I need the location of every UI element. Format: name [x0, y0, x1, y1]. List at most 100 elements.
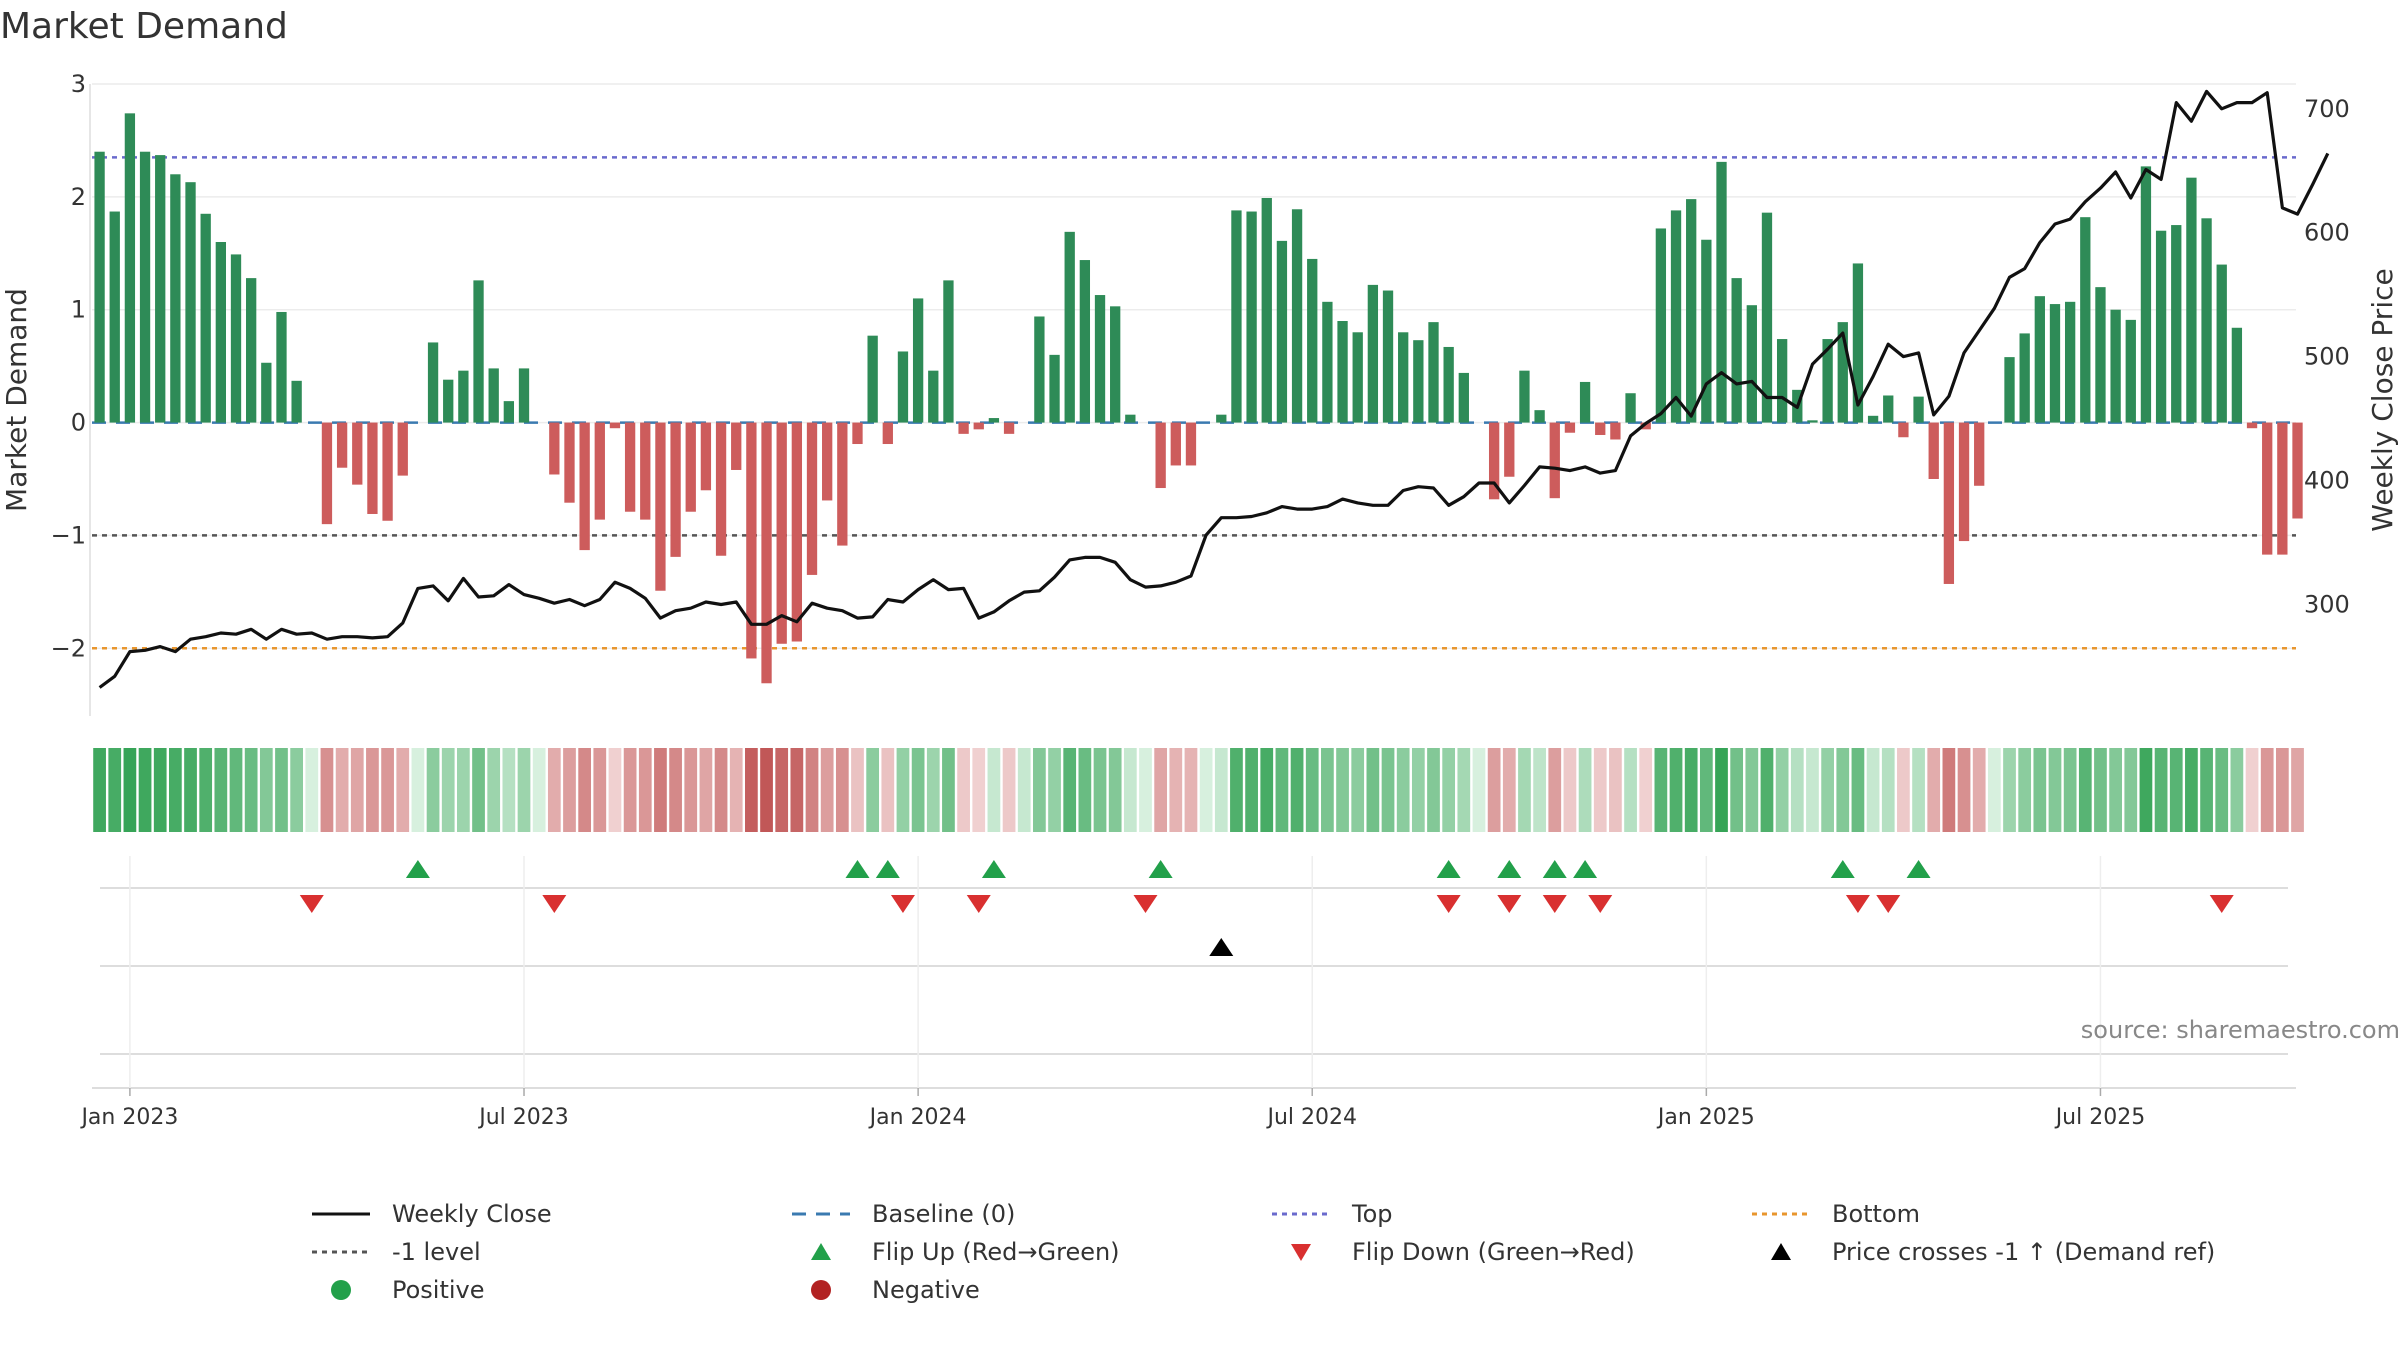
- flip-up-marker: [1436, 860, 1461, 878]
- demand-bar: [2064, 301, 2076, 423]
- demand-bar: [2019, 333, 2030, 423]
- demand-bar: [352, 422, 363, 485]
- demand-bar: [761, 422, 772, 684]
- heat-strip-cell: [563, 748, 576, 832]
- demand-bar: [1110, 306, 1121, 423]
- heat-strip-cell: [2063, 748, 2077, 832]
- triangle-down-icon: [1291, 1244, 1311, 1261]
- heat-strip-cell: [457, 748, 470, 832]
- demand-bar: [1701, 239, 1712, 423]
- demand-bar: [1261, 197, 1272, 423]
- heat-strip-cell: [593, 748, 607, 832]
- heat-strip-cell: [138, 748, 152, 832]
- heat-strip-cell: [835, 748, 849, 832]
- heat-strip-cell: [184, 748, 197, 832]
- demand-bar: [579, 422, 590, 551]
- heat-strip-cell: [1942, 748, 1956, 832]
- demand-bar: [867, 335, 878, 423]
- heat-strip-cell: [1366, 748, 1380, 832]
- heat-strip-cell: [411, 748, 425, 832]
- demand-bar: [427, 342, 439, 423]
- demand-bar: [2095, 287, 2106, 423]
- heat-strip-cell: [1957, 748, 1971, 832]
- x-tick-label: Jan 2023: [79, 1105, 178, 1130]
- heat-strip-cell: [1169, 748, 1183, 832]
- heat-strip-cell: [1897, 748, 1910, 832]
- heat-strip-cell: [2185, 748, 2198, 832]
- demand-bar: [2049, 304, 2061, 423]
- demand-bar: [1003, 422, 1015, 434]
- y-tick-label: 2: [71, 183, 86, 211]
- x-tick-label: Jul 2025: [2054, 1105, 2146, 1130]
- legend-label: Positive: [392, 1276, 485, 1304]
- demand-bar: [1231, 210, 1242, 423]
- legend-label: Flip Up (Red→Green): [872, 1238, 1120, 1266]
- demand-bar: [2034, 296, 2045, 423]
- demand-bar: [670, 422, 681, 557]
- circle-icon: [331, 1280, 351, 1300]
- heat-strip-cell: [1108, 748, 1122, 832]
- heat-strip-cell: [1851, 748, 1865, 832]
- heat-strip-cell: [1260, 748, 1274, 832]
- demand-bar: [1413, 340, 1424, 423]
- flip-down-marker: [1876, 895, 1901, 913]
- heat-strip-cell: [2018, 748, 2032, 832]
- heat-strip-cell: [1245, 748, 1258, 832]
- heat-strip-cell: [1305, 748, 1319, 832]
- chart-title: Market Demand: [0, 6, 288, 47]
- demand-bar: [2140, 166, 2152, 423]
- demand-bar: [397, 422, 408, 476]
- heat-strip-cell: [1972, 748, 1986, 832]
- demand-bar: [1352, 332, 1363, 423]
- heat-strip-cell: [638, 748, 652, 832]
- demand-bar: [2155, 230, 2167, 423]
- legend-baseline: Baseline (0): [790, 1200, 1015, 1228]
- heat-strip-cell: [93, 748, 106, 832]
- legend-price-cross: Price crosses -1 ↑ (Demand ref): [1750, 1238, 2215, 1266]
- heat-strip-cell: [1518, 748, 1531, 832]
- demand-bar: [1655, 228, 1667, 423]
- demand-bar: [837, 422, 848, 546]
- y-axis-label: Market Demand: [0, 288, 33, 512]
- heat-strip-cell: [745, 748, 758, 832]
- heat-strip-cell: [1730, 748, 1744, 832]
- heat-strip-cell: [1745, 748, 1759, 832]
- demand-bar: [2110, 309, 2121, 423]
- demand-bar: [928, 370, 939, 423]
- heat-strip-cell: [1881, 748, 1895, 832]
- heat-strip-cell: [1715, 748, 1728, 832]
- heat-strip-cell: [2291, 748, 2304, 832]
- heat-strip-cell: [290, 748, 304, 832]
- heat-strip-cell: [1699, 748, 1713, 832]
- demand-bar: [1458, 372, 1469, 423]
- demand-bar: [806, 422, 818, 575]
- heat-strip-cell: [169, 748, 182, 832]
- heat-strip-cell: [1836, 748, 1850, 832]
- heat-strip-cell: [199, 748, 213, 832]
- heat-strip-cell: [229, 748, 243, 832]
- demand-bar: [1322, 301, 1333, 423]
- demand-bar: [609, 422, 621, 429]
- demand-bar: [1398, 332, 1409, 423]
- legend-label: Negative: [872, 1276, 980, 1304]
- legend-label: Baseline (0): [872, 1200, 1016, 1228]
- legend-weekly-close: Weekly Close: [310, 1200, 552, 1228]
- demand-bar: [2262, 422, 2273, 555]
- heat-strip-cell: [1214, 748, 1228, 832]
- dotted-line-swatch-icon: [312, 1250, 370, 1254]
- heat-strip-cell: [684, 748, 698, 832]
- demand-bar: [882, 422, 893, 445]
- demand-bar: [488, 368, 499, 423]
- demand-bar: [958, 422, 969, 434]
- legend-label: Flip Down (Green→Red): [1352, 1238, 1635, 1266]
- x-tick-label: Jul 2024: [1265, 1105, 1357, 1130]
- demand-bar: [291, 380, 302, 423]
- demand-bar: [822, 422, 833, 501]
- heat-strip-cell: [244, 748, 258, 832]
- line-swatch-icon: [312, 1212, 370, 1216]
- heat-strip-cell: [790, 748, 804, 832]
- x-tick-label: Jan 2025: [1656, 1105, 1755, 1130]
- demand-bar: [2246, 422, 2258, 429]
- demand-bar: [1064, 231, 1075, 423]
- demand-bar: [200, 213, 211, 423]
